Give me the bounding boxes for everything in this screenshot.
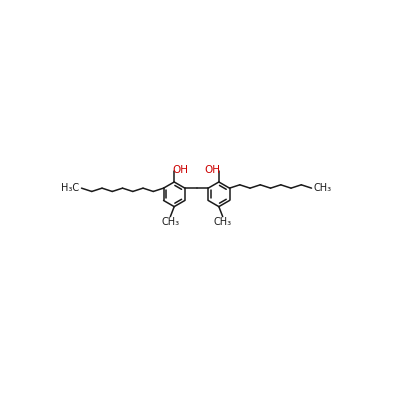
Text: OH: OH xyxy=(172,166,188,176)
Text: OH: OH xyxy=(205,166,221,176)
Text: CH₃: CH₃ xyxy=(161,217,180,227)
Text: CH₃: CH₃ xyxy=(214,217,232,227)
Text: CH₃: CH₃ xyxy=(314,183,332,193)
Text: H₃C: H₃C xyxy=(61,183,79,193)
